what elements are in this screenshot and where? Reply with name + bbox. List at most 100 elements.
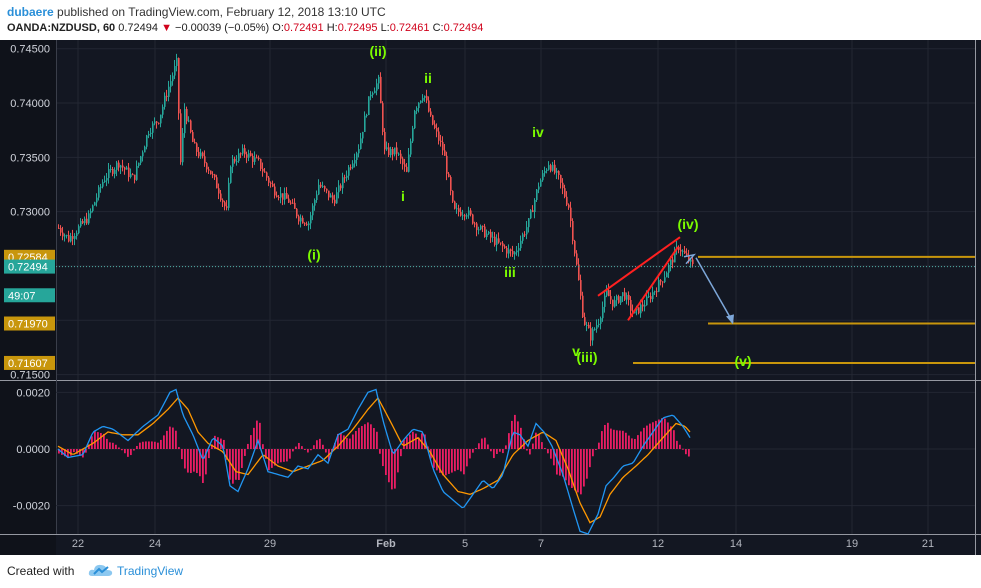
candle-body [298,216,300,222]
histogram-bar [505,445,507,449]
candle-body [168,86,170,97]
histogram-bar [598,442,600,449]
histogram-bar [124,449,126,454]
candle-body [258,157,260,159]
candle-body [648,296,650,298]
candle-body [566,196,568,205]
candle-body [360,138,362,149]
candle-body [538,186,540,190]
histogram-bar [592,449,594,457]
candle-body [330,195,332,198]
candle-body [294,202,296,209]
candle-body [528,218,530,228]
candle-body [542,173,544,181]
wave-label: (v) [734,353,751,369]
candle-body [684,250,686,254]
chart-canvas[interactable]: 22 24 29 Feb 5 7 12 14 19 21 0.74500 0.74000 0.73500… [0,40,981,555]
histogram-bar [394,449,396,489]
candle-body [224,202,226,207]
candle-body [96,197,98,203]
author-name[interactable]: dubaere [7,5,54,19]
candle-body [606,290,608,296]
histogram-bar [358,427,360,449]
candle-body [254,157,256,162]
histogram-bar [325,449,327,453]
candle-body [668,264,670,273]
candle-body [210,170,212,175]
histogram-bar [91,436,93,449]
wave-label: i [401,188,405,204]
candle-body [580,280,582,296]
histogram-bar [487,444,489,449]
candle-body [344,177,346,179]
candle-body [138,162,140,167]
candle-body [670,259,672,265]
histogram-bar [349,438,351,449]
high-label: H: [326,22,338,34]
candle-body [270,182,272,184]
candle-body [74,235,76,239]
histogram-bar [421,433,423,449]
candle-body [446,155,448,174]
histogram-bar [481,438,483,449]
candle-body [614,300,616,307]
x-tick-label: 24 [149,538,161,550]
candle-body [202,152,204,157]
candle-body [622,292,624,297]
histogram-bar [346,438,348,449]
histogram-bar [577,449,579,493]
candle-body [440,140,442,142]
candle-body [178,58,180,114]
candle-body [280,193,282,198]
candle-body [58,227,60,229]
histogram-bar [85,449,87,453]
candle-body [172,75,174,82]
tradingview-link[interactable]: TradingView [117,564,184,578]
candle-body [644,305,646,307]
candle-body [252,155,254,162]
candle-body [558,171,560,175]
histogram-bar [160,439,162,449]
histogram-bar [175,430,177,449]
candle-body [220,193,222,200]
histogram-bar [247,443,249,449]
candle-body [630,299,632,311]
histogram-bar [301,446,303,449]
candle-body [60,228,62,233]
histogram-bar [550,449,552,459]
candle-body [626,294,628,300]
candle-body [536,189,538,200]
histogram-bar [673,430,675,449]
candle-body [122,165,124,168]
candle-body [290,202,292,204]
histogram-bar [499,449,501,452]
candle-body [598,323,600,326]
close-label: C: [432,22,444,34]
candle-body [432,115,434,125]
candle-body [430,111,432,116]
open-label: O: [272,22,284,34]
x-tick-label: 5 [462,538,468,550]
histogram-bar [520,427,522,449]
candle-body [334,199,336,204]
histogram-bar [289,449,291,459]
candle-body [412,128,414,142]
candle-body [160,114,162,124]
histogram-bar [679,444,681,449]
candle-body [150,132,152,134]
price-badge-label: 0.72494 [8,262,48,274]
candle-body [612,299,614,307]
candle-body [504,246,506,248]
candle-body [80,221,82,227]
histogram-bar [157,442,159,449]
histogram-bar [583,449,585,487]
candle-body [466,215,468,217]
candle-body [488,231,490,234]
candle-body [588,324,590,329]
candle-body [654,291,656,293]
histogram-bar [622,430,624,449]
candle-body [92,205,94,211]
histogram-bar [193,449,195,472]
histogram-bar [610,428,612,449]
candle-body [248,153,250,158]
